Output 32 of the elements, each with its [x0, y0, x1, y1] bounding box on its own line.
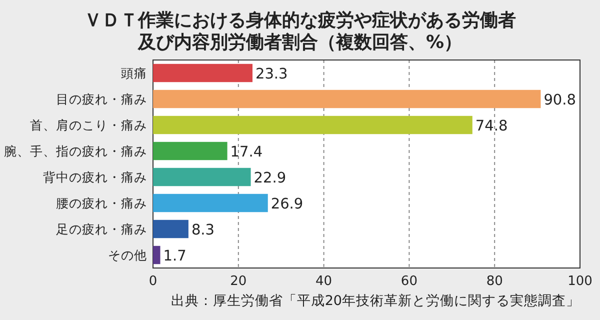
title: ＶＤＴ作業における身体的な疲労や症状がある労働者及び内容別労働者割合（複数回答、%）: [84, 10, 516, 53]
y-tick-label: 頭痛: [121, 66, 147, 80]
bar: [153, 142, 228, 160]
x-tick-label: 60: [400, 274, 418, 289]
y-tick-label: 腰の疲れ・痛み: [56, 196, 147, 210]
bar: [153, 90, 541, 108]
data-label: 8.3: [191, 222, 215, 238]
y-tick-label: 目の疲れ・痛み: [56, 92, 147, 106]
data-label: 1.7: [163, 248, 186, 264]
bar: [153, 64, 252, 82]
x-tick-label: 0: [148, 274, 158, 289]
y-tick-label: 背中の疲れ・痛み: [43, 170, 147, 184]
bar: [153, 194, 268, 212]
y-tick-label: 首、肩のこり・痛み: [30, 118, 147, 132]
x-tick-label: 80: [486, 274, 503, 289]
x-tick-label: 40: [316, 274, 332, 289]
x-tick-label: 20: [230, 274, 247, 289]
data-label: 90.8: [544, 92, 576, 108]
y-tick-label: その他: [108, 248, 147, 262]
data-label: 17.4: [230, 144, 263, 160]
data-label: 26.9: [270, 196, 304, 212]
x-tick-label: 100: [568, 274, 592, 289]
bar: [153, 220, 188, 238]
data-label: 22.9: [254, 170, 286, 186]
y-tick-label: 腕、手、指の疲れ・痛み: [4, 144, 147, 158]
data-label: 23.3: [255, 66, 288, 82]
bar: [153, 168, 251, 186]
data-label: 74.8: [475, 118, 508, 134]
bar: [153, 116, 472, 134]
bar: [153, 246, 160, 264]
source-note: 出典：厚生労働省「平成20年技術革新と労働に関する実態調査」: [170, 293, 580, 309]
y-tick-label: 足の疲れ・痛み: [56, 222, 147, 236]
